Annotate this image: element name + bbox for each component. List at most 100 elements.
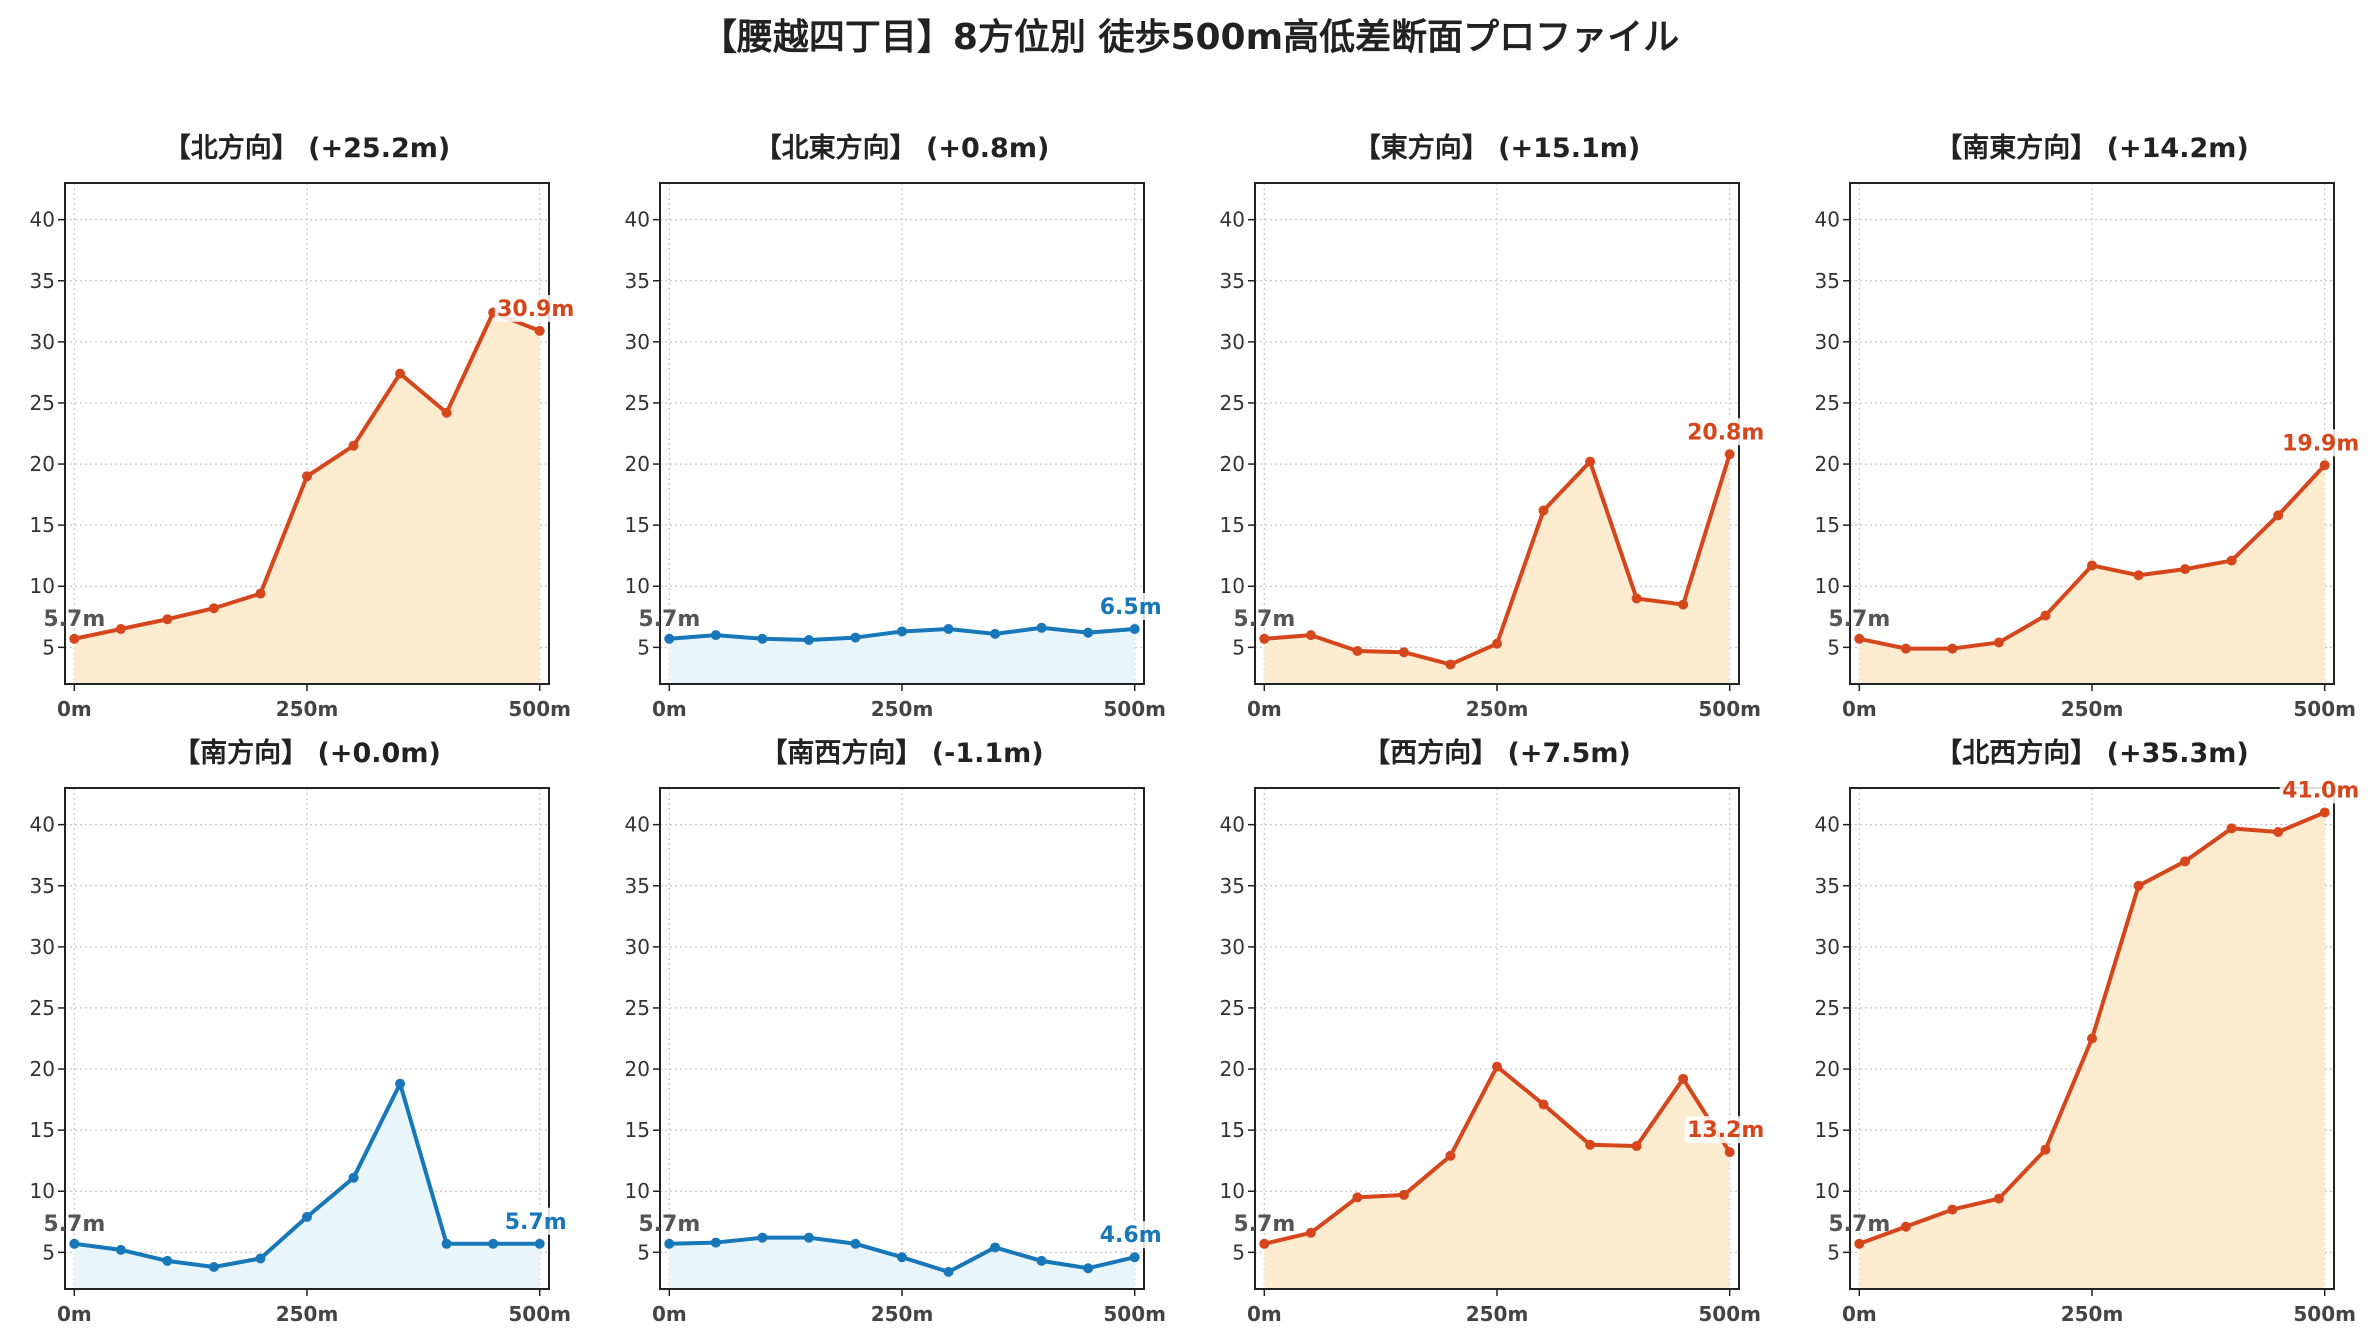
elevation-point	[2040, 1144, 2051, 1155]
elevation-point	[395, 368, 406, 379]
end-label-background	[494, 1207, 577, 1235]
elevation-point	[1445, 1150, 1456, 1161]
elevation-point	[348, 1172, 359, 1183]
elevation-area	[1264, 454, 1730, 684]
elevation-point	[2087, 1033, 2097, 1044]
y-tick-label: 10	[625, 574, 650, 598]
panel-title: 【南方向】 (+0.0m)	[173, 737, 441, 769]
y-tick-label: 35	[625, 874, 650, 898]
y-tick-label: 20	[30, 452, 55, 476]
elevation-area	[1264, 1066, 1730, 1289]
elevation-point	[1352, 1192, 1363, 1203]
elevation-area	[669, 627, 1135, 684]
elevation-point	[302, 1211, 312, 1222]
y-tick-label: 5	[1232, 1240, 1245, 1264]
start-elevation-label: 5.7m	[1233, 607, 1295, 632]
elevation-point	[1129, 624, 1140, 635]
elevation-point	[757, 633, 768, 644]
end-elevation-label: 4.6m	[1100, 1223, 1162, 1248]
y-tick-label: 30	[30, 935, 55, 959]
y-tick-label: 40	[1220, 813, 1245, 837]
profile-panel: 【南東方向】 (+14.2m) 5 10 15 20 25 30 35 40 0m 250m 500m…	[1815, 132, 2362, 735]
y-tick-label: 15	[625, 1118, 650, 1142]
panel-title: 【北西方向】 (+35.3m)	[1935, 737, 2248, 769]
y-tick-label: 25	[30, 391, 55, 415]
elevation-point	[710, 630, 721, 641]
end-label-background	[2279, 776, 2362, 804]
y-tick-label: 35	[1815, 874, 1840, 898]
elevation-area	[669, 1237, 1135, 1289]
end-elevation-label: 20.8m	[1687, 420, 1764, 445]
profile-panel: 【北東方向】 (+0.8m) 5 10 15 20 25 30 35 40 0m 250m 500m 5…	[625, 132, 1172, 735]
x-tick-label: 0m	[652, 697, 687, 721]
elevation-point	[162, 614, 173, 625]
y-tick-label: 15	[30, 1118, 55, 1142]
end-elevation-label: 30.9m	[497, 297, 574, 322]
y-tick-label: 5	[637, 635, 650, 659]
y-tick-label: 5	[1827, 635, 1840, 659]
elevation-point	[1492, 638, 1502, 649]
elevation-point	[1083, 1263, 1094, 1274]
elevation-point	[897, 1252, 907, 1263]
profile-chart: 【東方向】 (+15.1m) 5 10 15 20 25 30 35 40 0m 250m 500m 5…	[1220, 132, 1767, 721]
elevation-point	[1854, 633, 1865, 644]
elevation-point	[1305, 1227, 1316, 1238]
elevation-point	[664, 1238, 675, 1249]
y-tick-label: 20	[1815, 452, 1840, 476]
end-elevation-label: 19.9m	[2282, 431, 2359, 456]
x-tick-label: 500m	[1103, 697, 1166, 721]
elevation-point	[1259, 633, 1270, 644]
elevation-point	[1900, 643, 1911, 654]
y-tick-label: 10	[30, 1179, 55, 1203]
x-tick-label: 250m	[1466, 697, 1529, 721]
y-tick-label: 40	[1220, 208, 1245, 232]
y-tick-label: 25	[625, 391, 650, 415]
y-tick-label: 40	[1815, 813, 1840, 837]
x-tick-label: 500m	[508, 1302, 571, 1326]
y-tick-label: 25	[1815, 996, 1840, 1020]
elevation-point	[534, 325, 545, 336]
y-tick-label: 40	[625, 208, 650, 232]
x-tick-label: 250m	[871, 1302, 934, 1326]
y-tick-label: 20	[30, 1057, 55, 1081]
elevation-point	[69, 1238, 80, 1249]
panel-title: 【西方向】 (+7.5m)	[1363, 737, 1631, 769]
elevation-point	[2133, 570, 2144, 581]
y-tick-label: 30	[625, 935, 650, 959]
end-elevation-label-group: 13.2m	[1684, 1116, 1767, 1144]
panel-title: 【南西方向】 (-1.1m)	[760, 737, 1043, 769]
elevation-point	[2180, 564, 2191, 575]
elevation-point	[1585, 1139, 1596, 1150]
elevation-point	[2133, 880, 2144, 891]
y-tick-label: 5	[1827, 1240, 1840, 1264]
elevation-point	[69, 633, 80, 644]
elevation-area	[1859, 812, 2325, 1289]
y-tick-label: 40	[30, 208, 55, 232]
y-tick-label: 35	[30, 269, 55, 293]
elevation-point	[395, 1078, 406, 1089]
elevation-point	[1947, 1204, 1958, 1215]
elevation-point	[850, 1238, 861, 1249]
elevation-point	[990, 1242, 1001, 1253]
elevation-point	[115, 1244, 126, 1255]
elevation-point	[1398, 647, 1409, 658]
start-elevation-label: 5.7m	[1828, 1212, 1890, 1237]
y-tick-label: 15	[1220, 1118, 1245, 1142]
elevation-point	[1398, 1189, 1409, 1200]
end-elevation-label: 41.0m	[2282, 778, 2359, 803]
end-elevation-label-group: 4.6m	[1089, 1221, 1172, 1249]
end-label-background	[1089, 593, 1172, 621]
y-tick-label: 15	[1220, 513, 1245, 537]
x-tick-label: 0m	[652, 1302, 687, 1326]
end-elevation-label: 5.7m	[505, 1210, 567, 1235]
y-tick-label: 25	[1815, 391, 1840, 415]
elevation-point	[803, 1232, 814, 1243]
end-label-background	[494, 294, 577, 322]
y-tick-label: 10	[625, 1179, 650, 1203]
elevation-point	[1900, 1221, 1911, 1232]
x-tick-label: 250m	[871, 697, 934, 721]
profile-chart: 【南方向】 (+0.0m) 5 10 15 20 25 30 35 40 0m 250m 500m 5.…	[30, 737, 577, 1326]
elevation-point	[441, 407, 452, 418]
elevation-point	[990, 628, 1001, 639]
elevation-point	[943, 624, 954, 635]
